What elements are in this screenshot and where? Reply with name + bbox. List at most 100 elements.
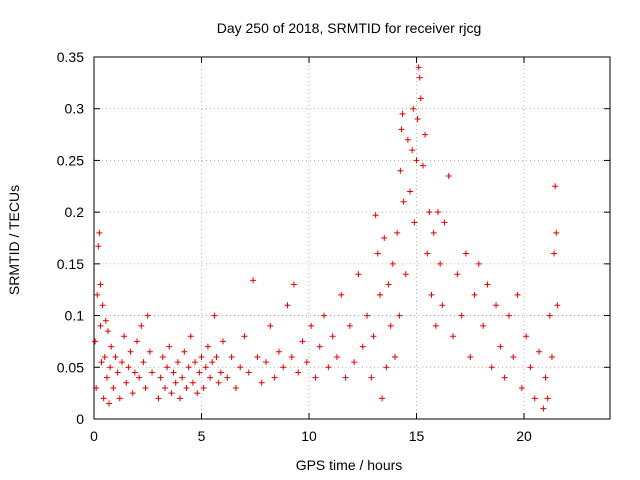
data-point — [116, 395, 123, 402]
x-tick-label: 0 — [90, 428, 98, 444]
data-point — [392, 353, 398, 360]
data-point — [288, 353, 295, 360]
data-point — [200, 384, 207, 391]
data-point — [389, 260, 396, 267]
data-point — [92, 338, 99, 345]
data-point — [410, 105, 417, 112]
data-point — [299, 338, 306, 345]
data-point — [439, 302, 446, 309]
data-point — [211, 312, 218, 319]
data-point — [462, 250, 469, 257]
data-point — [250, 277, 257, 284]
data-point — [422, 131, 429, 138]
data-point — [224, 374, 231, 381]
data-point — [329, 333, 336, 340]
data-point — [179, 374, 186, 381]
y-tick-label: 0.1 — [65, 308, 85, 324]
data-point — [209, 359, 216, 366]
data-point — [202, 364, 209, 371]
data-point — [125, 364, 132, 371]
data-point — [172, 379, 179, 386]
y-tick-label: 0.2 — [65, 204, 85, 220]
data-point — [488, 364, 495, 371]
data-point — [174, 359, 181, 366]
data-point — [100, 395, 107, 402]
data-point — [140, 359, 147, 366]
y-tick-label: 0.15 — [57, 256, 84, 272]
data-point — [398, 126, 405, 133]
data-point — [96, 229, 103, 236]
data-point — [385, 281, 392, 288]
data-point — [241, 333, 248, 340]
data-point — [106, 400, 113, 407]
data-point — [144, 312, 151, 319]
y-tick-label: 0.25 — [57, 152, 84, 168]
data-point — [435, 209, 441, 216]
y-tick-label: 0 — [76, 411, 84, 427]
data-point — [114, 369, 121, 376]
data-point — [338, 291, 345, 298]
x-axis-label: GPS time / hours — [296, 457, 403, 473]
data-point — [107, 364, 114, 371]
data-point — [333, 353, 340, 360]
data-point — [417, 95, 424, 102]
data-point — [411, 219, 418, 226]
data-point — [187, 333, 194, 340]
data-point — [552, 183, 559, 190]
data-point — [181, 348, 188, 355]
data-point — [228, 353, 235, 360]
data-point — [475, 260, 482, 267]
data-point — [493, 302, 500, 309]
data-point — [97, 281, 104, 288]
data-point — [149, 369, 156, 376]
data-point — [536, 348, 543, 355]
data-point — [136, 374, 143, 381]
data-point — [413, 157, 420, 164]
data-point — [419, 162, 426, 169]
data-point — [372, 212, 379, 219]
data-point — [351, 359, 358, 366]
data-point — [170, 369, 177, 376]
data-point — [544, 395, 551, 402]
data-point — [263, 359, 269, 366]
data-point — [99, 302, 106, 309]
y-axis-label: SRMTID / TECUs — [6, 185, 22, 295]
data-point — [284, 302, 291, 309]
data-point — [471, 291, 478, 298]
data-point — [194, 390, 201, 397]
data-point — [383, 364, 390, 371]
data-point — [387, 322, 394, 329]
data-point — [342, 374, 349, 381]
data-point — [123, 379, 130, 386]
data-point — [428, 291, 435, 298]
data-point — [207, 374, 214, 381]
data-point — [312, 374, 319, 381]
data-point — [430, 229, 437, 236]
data-point — [308, 322, 315, 329]
data-point — [346, 322, 353, 329]
data-point — [295, 369, 302, 376]
data-point — [450, 333, 457, 340]
data-point — [374, 250, 381, 257]
data-point — [213, 353, 220, 360]
data-point — [548, 353, 555, 360]
data-point — [359, 343, 366, 350]
x-tick-label: 10 — [301, 428, 317, 444]
data-point — [394, 229, 401, 236]
data-point — [381, 235, 388, 241]
data-point — [112, 353, 119, 360]
data-point — [399, 110, 406, 117]
data-point — [414, 116, 421, 123]
data-point — [409, 147, 416, 154]
data-point — [131, 369, 138, 376]
data-point — [527, 364, 534, 371]
data-point — [480, 322, 487, 329]
data-point — [445, 172, 452, 179]
data-point — [95, 243, 102, 250]
data-point — [254, 353, 261, 360]
data-point — [376, 291, 383, 298]
data-point — [501, 374, 508, 381]
data-point — [426, 209, 433, 216]
plot-frame — [93, 56, 611, 420]
